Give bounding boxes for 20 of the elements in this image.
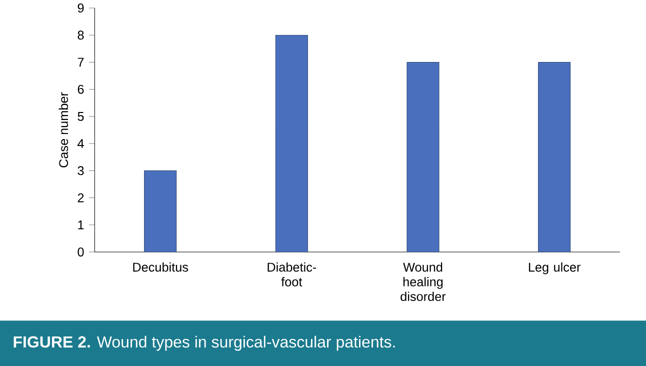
x-tick-label: Decubitus (133, 262, 188, 272)
x-tick-label: Diabetic-foot (268, 262, 316, 286)
bar (406, 62, 440, 252)
y-tick-label: 6 (78, 84, 84, 94)
y-tick-label: 5 (78, 112, 84, 121)
text: FIGURE 2. Wound types in surgical-vascular patients. (14, 336, 395, 351)
y-tick-label: 3 (78, 166, 84, 176)
y-tick-label: 7 (78, 58, 84, 67)
x-tick-label: Wound healing disorder (400, 262, 446, 302)
x-tick-label: Leg ulcer (528, 262, 581, 274)
y-tick-label: 8 (78, 30, 84, 40)
y-tick-label: 9 (78, 4, 84, 12)
bar (144, 170, 177, 252)
bar (538, 62, 571, 252)
bar (275, 34, 308, 252)
y-axis-title: Case number (58, 92, 68, 168)
y-tick-label: 2 (78, 193, 84, 202)
y-tick-label: 4 (78, 139, 84, 148)
y-tick-label: 0 (78, 248, 84, 256)
y-tick-label: 1 (78, 220, 84, 230)
